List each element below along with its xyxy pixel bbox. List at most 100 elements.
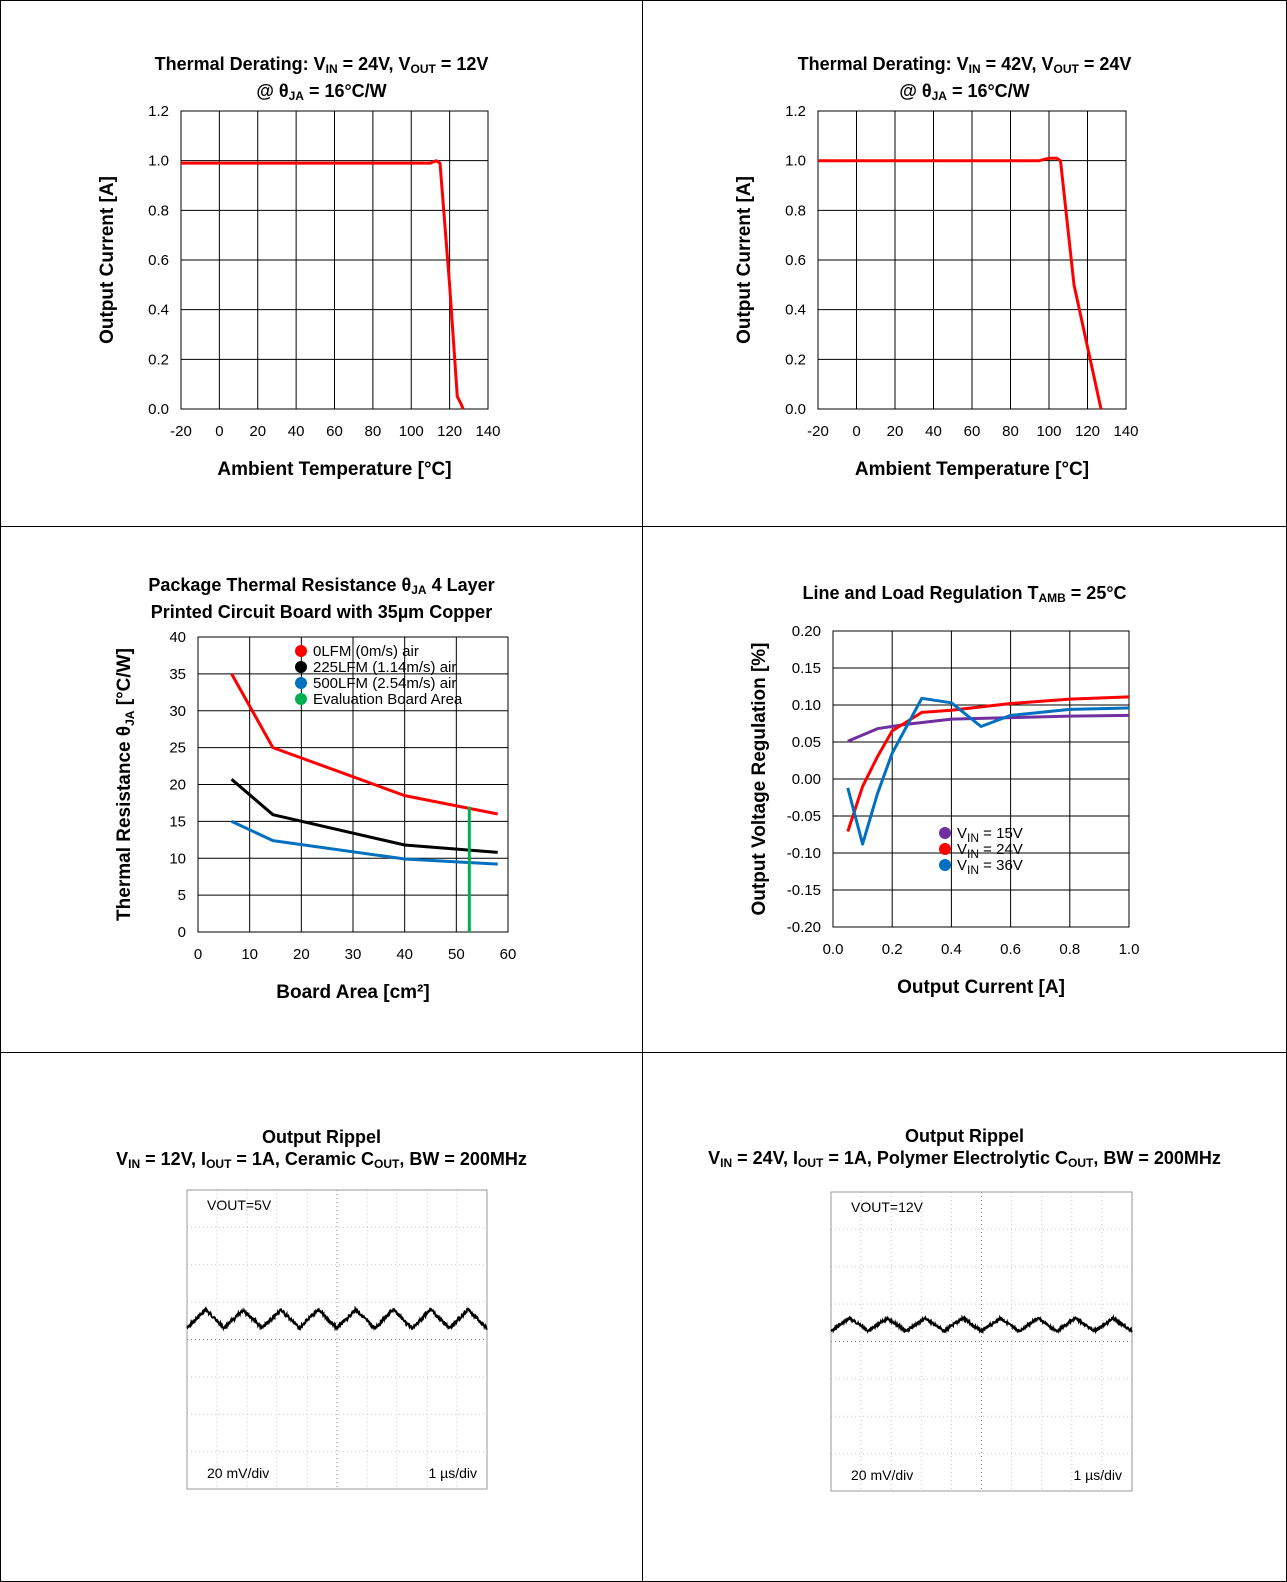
title-line2: @ θJA = 16°C/W: [899, 81, 1030, 103]
y-tick-label: 20: [169, 777, 186, 794]
y-tick-label: 0.2: [148, 351, 169, 368]
title-line1: Thermal Derating: VIN = 42V, VOUT = 24V: [797, 54, 1132, 76]
y-axis-label: Output Voltage Regulation [%]: [749, 642, 770, 915]
x-tick-label: 1.0: [1119, 941, 1140, 958]
x-axis-label: Output Current [A]: [897, 977, 1065, 998]
series-line: [230, 778, 498, 854]
y-tick-label: -0.05: [787, 808, 821, 825]
chart-title: Line and Load Regulation TAMB = 25°C: [643, 582, 1286, 609]
plot-frame: [180, 110, 489, 410]
annotation-volts-per-div: 20 mV/div: [207, 1465, 269, 1481]
y-tick-label: 0.8: [785, 202, 806, 219]
title-line2: Printed Circuit Board with 35µm Copper: [150, 602, 493, 622]
x-tick-label: 40: [288, 423, 305, 440]
x-tick-label: 140: [475, 423, 500, 440]
y-tick-label: 25: [169, 740, 186, 757]
legend-label: VIN = 36V: [957, 857, 1023, 877]
y-tick-label: 1.2: [148, 103, 169, 120]
x-tick-label: 0: [215, 423, 223, 440]
series-line: [847, 713, 1130, 743]
y-tick-label: 0.05: [792, 734, 821, 751]
y-axis-label: Output Current [A]: [97, 176, 118, 344]
y-tick-label: 35: [169, 666, 186, 683]
y-tick-label: 0.10: [792, 697, 821, 714]
x-tick-label: 0.4: [941, 941, 962, 958]
annotation-time-per-div: 1 µs/div: [1073, 1467, 1122, 1483]
y-tick-label: 0.4: [785, 302, 806, 319]
legend-marker: [295, 677, 307, 689]
x-tick-label: 0.8: [1059, 941, 1080, 958]
series-line: [230, 673, 498, 816]
oscilloscope-trace: VOUT=12V 20 mV/div 1 µs/div: [830, 1191, 1133, 1492]
plot-frame: [197, 636, 509, 933]
y-axis-label: Output Current [A]: [734, 176, 755, 344]
y-tick-label: 1.0: [148, 153, 169, 170]
title-line1: Output Rippel: [905, 1126, 1024, 1146]
plot-frame: [832, 630, 1130, 928]
y-tick-label: 40: [169, 629, 186, 646]
panel-thermal-derating-42v: Thermal Derating: VIN = 42V, VOUT = 24V …: [642, 0, 1287, 527]
x-axis-label: Board Area [cm²]: [276, 982, 429, 1003]
x-tick-label: 50: [448, 946, 465, 963]
plot-frame: [817, 110, 1127, 410]
y-tick-label: 15: [169, 813, 186, 830]
legend-marker: [939, 827, 951, 839]
panel-output-rippel-polymer: Output Rippel VIN = 24V, IOUT = 1A, Poly…: [642, 1052, 1287, 1582]
x-axis-label: Ambient Temperature [°C]: [217, 459, 451, 480]
y-tick-label: 1.0: [785, 153, 806, 170]
title-line2: VIN = 12V, IOUT = 1A, Ceramic COUT, BW =…: [116, 1149, 527, 1171]
x-tick-label: 60: [964, 423, 981, 440]
y-tick-label: 0.6: [148, 252, 169, 269]
x-tick-label: 60: [326, 423, 343, 440]
y-tick-label: 10: [169, 850, 186, 867]
y-axis-label: Thermal Resistance θJA [°C/W]: [114, 648, 137, 921]
title-line2: VIN = 24V, IOUT = 1A, Polymer Electrolyt…: [708, 1148, 1221, 1170]
x-tick-label: 140: [1113, 423, 1138, 440]
y-tick-label: 5: [178, 887, 186, 904]
annotation-volts-per-div: 20 mV/div: [851, 1467, 913, 1483]
panel-package-thermal-resistance: Package Thermal Resistance θJA 4 Layer P…: [0, 526, 643, 1053]
y-tick-label: -0.10: [787, 845, 821, 862]
thermal-derating-chart: -20 0 20 40 60 80 100 120 140 0.0 0.2 0.4 0.6 0.8 1.0 1…: [734, 103, 1139, 480]
y-tick-label: 0: [178, 924, 186, 941]
chart-title: Thermal Derating: VIN = 42V, VOUT = 24V …: [643, 53, 1286, 107]
series-line: [181, 159, 465, 410]
x-tick-label: 0.6: [1000, 941, 1021, 958]
x-tick-label: 60: [500, 946, 517, 963]
x-tick-label: -20: [170, 423, 192, 440]
y-tick-label: 0.0: [785, 401, 806, 418]
ripple-trace: [186, 1305, 488, 1332]
chart-title: Output Rippel VIN = 24V, IOUT = 1A, Poly…: [643, 1125, 1286, 1174]
legend-marker: [295, 661, 307, 673]
x-tick-label: 20: [887, 423, 904, 440]
series-line: [230, 820, 498, 866]
chart-title: Package Thermal Resistance θJA 4 Layer P…: [1, 574, 642, 623]
legend-marker: [939, 843, 951, 855]
oscilloscope-trace: VOUT=5V 20 mV/div 1 µs/div: [186, 1189, 488, 1490]
y-tick-label: 0.6: [785, 252, 806, 269]
panel-line-load-regulation: Line and Load Regulation TAMB = 25°C 0.0…: [642, 526, 1287, 1053]
y-tick-label: 0.4: [148, 302, 169, 319]
line-load-regulation-chart: 0.0 0.2 0.4 0.6 0.8 1.0 -0.20 -0.15 -0.10 -0.05 0.…: [749, 623, 1140, 998]
y-tick-label: 0.15: [792, 660, 821, 677]
series-line: [846, 695, 1130, 832]
x-tick-label: 100: [399, 423, 424, 440]
y-tick-label: 0.8: [148, 202, 169, 219]
y-tick-label: 0.20: [792, 623, 821, 640]
thermal-resistance-chart: 0 10 20 30 40 50 60 0 5 10 15 20 25 30 35 40 Board Area …: [114, 629, 517, 1003]
y-tick-label: 1.2: [785, 103, 806, 120]
series-line: [818, 156, 1103, 410]
y-tick-label: 30: [169, 703, 186, 720]
x-tick-label: 20: [249, 423, 266, 440]
chart-title: Thermal Derating: VIN = 24V, VOUT = 12V …: [1, 53, 642, 107]
legend-label: 500LFM (2.54m/s) air: [313, 675, 456, 692]
panel-thermal-derating-24v: Thermal Derating: VIN = 24V, VOUT = 12V …: [0, 0, 643, 527]
x-tick-label: -20: [807, 423, 829, 440]
series-line: [846, 696, 1130, 846]
x-tick-label: 0: [194, 946, 202, 963]
title-line1: Output Rippel: [262, 1127, 381, 1147]
x-tick-label: 120: [437, 423, 462, 440]
panel-output-rippel-ceramic: Output Rippel VIN = 12V, IOUT = 1A, Cera…: [0, 1052, 643, 1582]
y-tick-label: -0.20: [787, 919, 821, 936]
